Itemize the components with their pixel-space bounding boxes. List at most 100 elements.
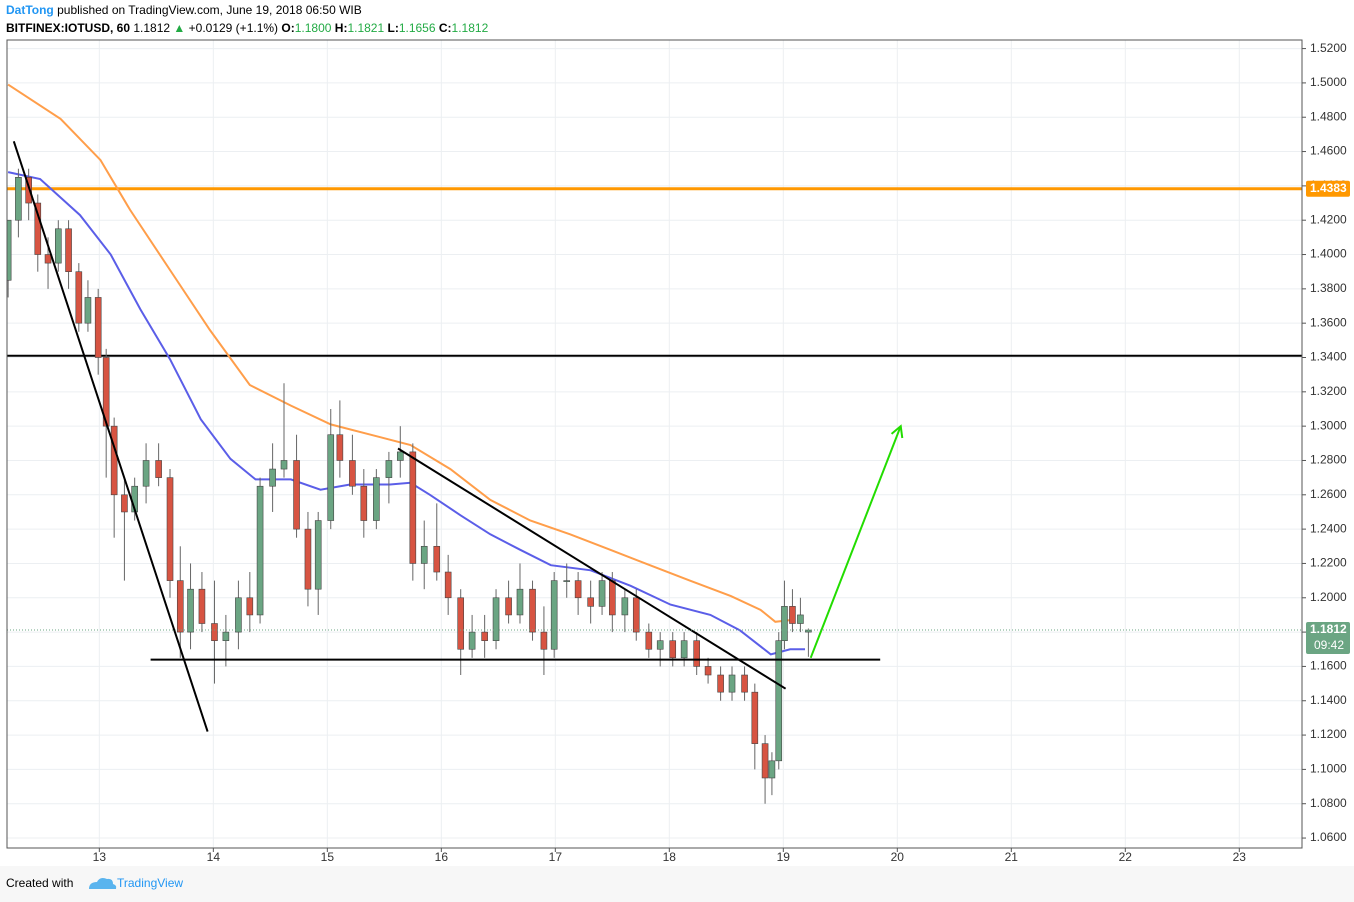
x-tick-label: 22 bbox=[1119, 850, 1133, 864]
candle-body bbox=[761, 743, 769, 779]
candle-body bbox=[409, 451, 417, 564]
ohlc-h-key: H: bbox=[335, 21, 348, 35]
candle-body bbox=[269, 468, 276, 487]
candle-body bbox=[741, 674, 748, 693]
level-label: 1.4383 bbox=[1310, 181, 1347, 195]
y-tick-label: 1.2600 bbox=[1310, 487, 1347, 501]
y-tick-label: 1.5200 bbox=[1310, 41, 1347, 55]
y-tick-label: 1.0800 bbox=[1310, 796, 1347, 810]
candle-body bbox=[121, 494, 128, 513]
candle-body bbox=[314, 520, 322, 590]
candle-body bbox=[102, 357, 110, 427]
y-tick-label: 1.3600 bbox=[1310, 315, 1347, 329]
candle-body bbox=[728, 674, 736, 693]
candle-body bbox=[360, 485, 368, 521]
ohlc-l-key: L: bbox=[388, 21, 399, 35]
candle-body bbox=[751, 691, 759, 744]
published: published on TradingView.com, June 19, 2… bbox=[57, 3, 362, 17]
candle-body bbox=[704, 666, 712, 676]
candle-body bbox=[54, 228, 62, 264]
candle-body bbox=[775, 640, 783, 762]
candle-body bbox=[574, 580, 582, 599]
up-icon: ▲ bbox=[173, 21, 185, 35]
x-tick-label: 19 bbox=[777, 850, 791, 864]
candle-body bbox=[632, 597, 640, 633]
candle-body bbox=[304, 528, 312, 590]
candle-body bbox=[598, 580, 606, 607]
candle-body bbox=[327, 434, 335, 521]
candle-body bbox=[34, 202, 42, 255]
x-tick-label: 23 bbox=[1233, 850, 1247, 864]
candle-body bbox=[693, 640, 700, 667]
author[interactable]: DatTong bbox=[6, 3, 54, 17]
x-tick-label: 20 bbox=[891, 850, 905, 864]
candle-body bbox=[505, 597, 512, 616]
candle-body bbox=[142, 460, 150, 487]
candle-body bbox=[155, 460, 162, 478]
arrow-head bbox=[890, 424, 904, 439]
candle-body bbox=[781, 606, 788, 641]
candle-body bbox=[645, 631, 653, 650]
ohlc-l: 1.1656 bbox=[399, 21, 436, 35]
candle-body bbox=[336, 434, 344, 461]
y-tick-label: 1.2800 bbox=[1310, 453, 1347, 467]
candle-body bbox=[211, 623, 218, 641]
y-tick-label: 1.4600 bbox=[1310, 144, 1347, 158]
candle-body bbox=[246, 597, 254, 616]
x-tick-label: 18 bbox=[663, 850, 677, 864]
y-tick-label: 1.1400 bbox=[1310, 693, 1347, 707]
candle-body bbox=[717, 674, 724, 693]
plot-frame bbox=[6, 39, 1303, 849]
plot bbox=[7, 83, 1302, 804]
y-tick-label: 1.3400 bbox=[1310, 350, 1347, 364]
candle-body bbox=[550, 580, 558, 650]
candle-body bbox=[349, 460, 356, 487]
level-badge bbox=[1306, 180, 1350, 197]
grid bbox=[7, 40, 1302, 848]
x-tick-label: 15 bbox=[321, 850, 335, 864]
change: +0.0129 (+1.1%) bbox=[189, 21, 278, 35]
candle-body bbox=[656, 640, 664, 650]
x-tick-label: 13 bbox=[93, 850, 107, 864]
candle-body bbox=[609, 580, 616, 616]
y-tick-label: 1.4800 bbox=[1310, 109, 1347, 123]
candle-body bbox=[529, 588, 536, 633]
candle-body bbox=[669, 640, 677, 659]
candle-body bbox=[481, 631, 488, 641]
y-tick-label: 1.1000 bbox=[1310, 762, 1347, 776]
candle-body bbox=[176, 580, 184, 633]
y-tick-label: 1.2400 bbox=[1310, 521, 1347, 535]
y-tick-label: 1.2000 bbox=[1310, 590, 1347, 604]
candle-body bbox=[198, 588, 206, 624]
ohlc-c-key: C: bbox=[439, 21, 452, 35]
candle-body bbox=[516, 588, 524, 616]
y-tick-label: 1.3800 bbox=[1310, 281, 1347, 295]
countdown-label: 09:42 bbox=[1314, 638, 1344, 652]
moving-average bbox=[7, 171, 805, 656]
candle-body bbox=[768, 760, 776, 779]
ohlc-c: 1.1812 bbox=[452, 21, 489, 35]
last-price-label: 1.1812 bbox=[1310, 622, 1347, 636]
candle-body bbox=[621, 597, 629, 616]
y-tick-label: 1.0600 bbox=[1310, 830, 1347, 844]
y-tick-label: 1.1600 bbox=[1310, 659, 1347, 673]
candle-body bbox=[110, 425, 118, 496]
candle-body bbox=[680, 640, 688, 659]
candle-body bbox=[396, 451, 404, 461]
y-tick-label: 1.2200 bbox=[1310, 556, 1347, 570]
candle-body bbox=[433, 545, 441, 573]
trend-line bbox=[12, 140, 209, 732]
x-tick-label: 16 bbox=[435, 850, 449, 864]
candle-body bbox=[373, 477, 380, 521]
candle-body bbox=[44, 254, 52, 264]
brand-logo bbox=[89, 878, 117, 889]
moving-average bbox=[7, 83, 791, 623]
symbol: BITFINEX:IOTUSD, 60 bbox=[6, 21, 130, 35]
header-line: DatTong published on TradingView.com, Ju… bbox=[6, 3, 362, 17]
footer-brand[interactable]: TradingView bbox=[117, 876, 183, 890]
ohlc-o: 1.1800 bbox=[295, 21, 332, 35]
candle-body bbox=[187, 588, 194, 633]
candle-body bbox=[75, 271, 83, 324]
